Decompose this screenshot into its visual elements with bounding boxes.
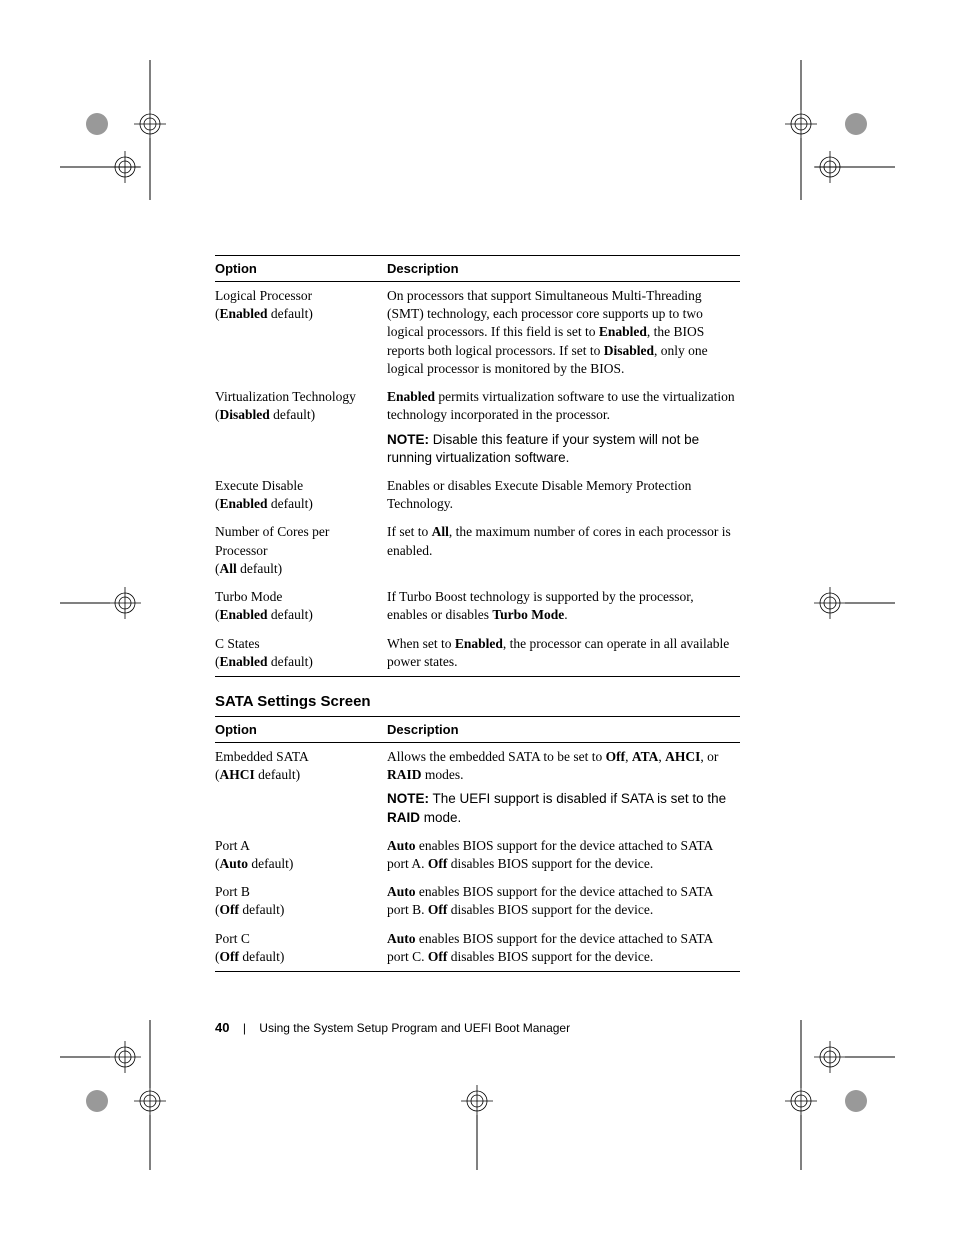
description-cell: When set to Enabled, the processor can o… [387,630,740,677]
page-content: Option Description Logical Processor (En… [215,255,740,988]
option-cell: Turbo Mode (Enabled default) [215,583,387,629]
table-row: Port C (Off default) Auto enables BIOS s… [215,925,740,972]
page-number: 40 [215,1020,229,1035]
table-row: Embedded SATA (AHCI default) Allows the … [215,742,740,831]
description-cell: Enables or disables Execute Disable Memo… [387,472,740,518]
description-cell: Enabled permits virtualization software … [387,383,740,472]
option-cell: Port C (Off default) [215,925,387,972]
col-header-option: Option [215,716,387,742]
footer-separator: | [243,1021,246,1035]
option-cell: Logical Processor (Enabled default) [215,282,387,384]
option-cell: Execute Disable (Enabled default) [215,472,387,518]
table-row: Number of Cores per Processor (All defau… [215,518,740,583]
option-cell: Port B (Off default) [215,878,387,924]
description-cell: On processors that support Simultaneous … [387,282,740,384]
option-cell: Number of Cores per Processor (All defau… [215,518,387,583]
description-cell: Auto enables BIOS support for the device… [387,832,740,878]
table-row: Execute Disable (Enabled default) Enable… [215,472,740,518]
col-header-option: Option [215,256,387,282]
option-cell: Virtualization Technology (Disabled defa… [215,383,387,472]
sata-settings-table: Option Description Embedded SATA (AHCI d… [215,716,740,972]
chapter-title: Using the System Setup Program and UEFI … [259,1021,570,1035]
col-header-description: Description [387,256,740,282]
option-cell: Port A (Auto default) [215,832,387,878]
table-row: C States (Enabled default) When set to E… [215,630,740,677]
table-row: Port B (Off default) Auto enables BIOS s… [215,878,740,924]
table-row: Port A (Auto default) Auto enables BIOS … [215,832,740,878]
description-cell: Allows the embedded SATA to be set to Of… [387,742,740,831]
description-cell: If set to All, the maximum number of cor… [387,518,740,583]
option-cell: Embedded SATA (AHCI default) [215,742,387,831]
description-cell: If Turbo Boost technology is supported b… [387,583,740,629]
processor-options-table: Option Description Logical Processor (En… [215,255,740,677]
description-cell: Auto enables BIOS support for the device… [387,878,740,924]
table-row: Turbo Mode (Enabled default) If Turbo Bo… [215,583,740,629]
col-header-description: Description [387,716,740,742]
table-header-row: Option Description [215,716,740,742]
page-footer: 40 | Using the System Setup Program and … [215,1020,740,1035]
table-header-row: Option Description [215,256,740,282]
table-row: Logical Processor (Enabled default) On p… [215,282,740,384]
table-row: Virtualization Technology (Disabled defa… [215,383,740,472]
option-cell: C States (Enabled default) [215,630,387,677]
description-cell: Auto enables BIOS support for the device… [387,925,740,972]
sata-settings-heading: SATA Settings Screen [215,693,740,710]
